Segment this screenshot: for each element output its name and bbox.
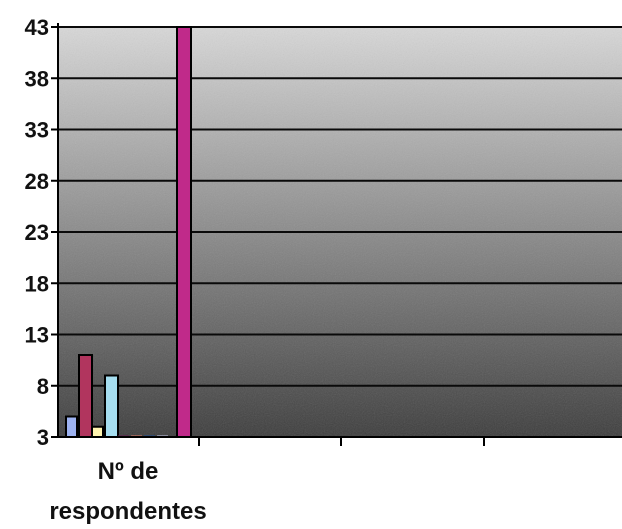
bar-series-2 xyxy=(78,354,93,438)
gridlines xyxy=(58,26,622,387)
y-tick-label: 23 xyxy=(25,220,49,245)
x-category-labels: Nº de respondentes xyxy=(49,458,206,525)
y-tick-label: 18 xyxy=(25,271,49,296)
x-category-label-line: respondentes xyxy=(49,498,206,525)
bar-series-3 xyxy=(91,425,104,438)
y-tick-label: 8 xyxy=(37,374,49,399)
y-tick-label: 13 xyxy=(25,323,49,348)
bar-series-1 xyxy=(65,415,78,438)
y-tick-label: 28 xyxy=(25,169,49,194)
axes xyxy=(51,23,622,446)
y-tick-label: 3 xyxy=(37,425,49,450)
y-tick-label: 33 xyxy=(25,118,49,143)
x-category-label-line: Nº de xyxy=(98,458,159,485)
y-tick-label: 38 xyxy=(25,66,49,91)
bar-series-4 xyxy=(104,374,119,438)
bar-series-9 xyxy=(176,26,192,438)
y-tick-label: 43 xyxy=(25,15,49,40)
